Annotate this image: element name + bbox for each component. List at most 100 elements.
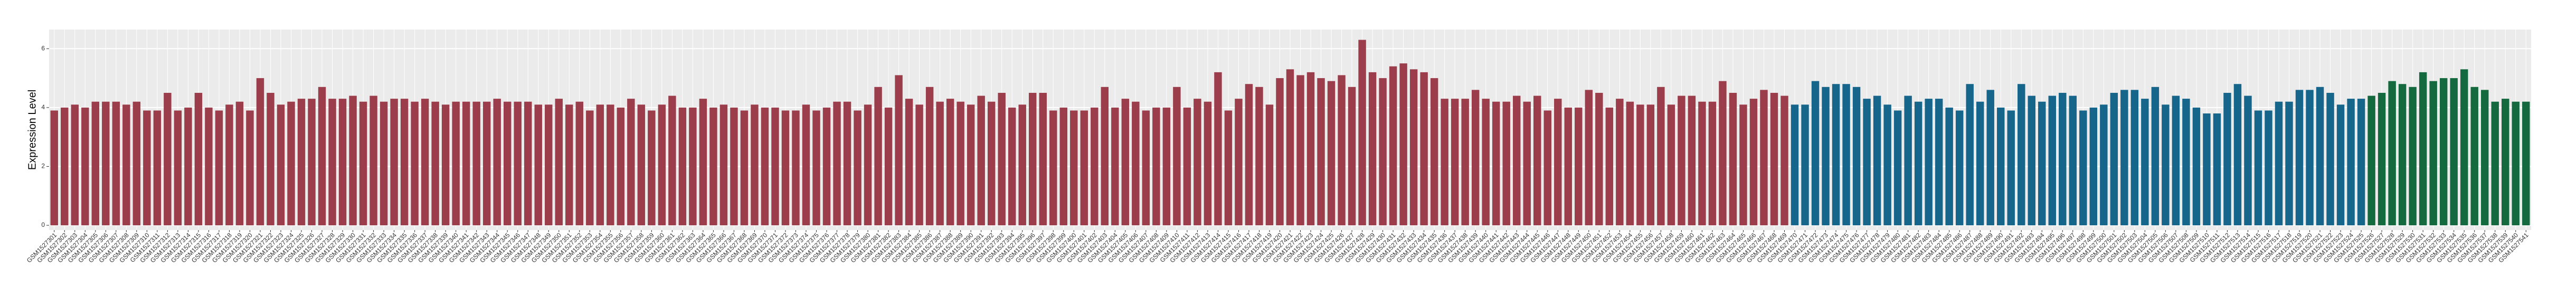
bar: [2439, 78, 2448, 226]
bar: [441, 104, 450, 226]
bar: [2182, 99, 2190, 226]
bar: [915, 104, 923, 226]
bar: [2172, 95, 2180, 226]
bar: [1729, 92, 1737, 226]
bar: [586, 110, 594, 226]
bar: [2059, 92, 2067, 226]
bar: [1389, 66, 1397, 226]
bar: [1152, 107, 1160, 226]
bar: [534, 104, 542, 226]
bar: [730, 107, 738, 226]
bar: [472, 101, 480, 226]
bar: [977, 95, 985, 226]
bar: [2213, 113, 2221, 226]
bar: [1235, 99, 1243, 226]
bar: [2100, 104, 2108, 226]
bar: [452, 101, 460, 226]
bar: [1616, 99, 1624, 226]
bar: [267, 92, 274, 226]
bar: [1801, 104, 1809, 226]
bar: [1719, 81, 1727, 226]
bar: [132, 101, 141, 226]
bar: [215, 110, 223, 226]
bar: [2470, 87, 2478, 226]
bar: [719, 104, 728, 226]
bar: [956, 101, 964, 226]
bar: [2460, 69, 2468, 226]
bar: [1791, 104, 1799, 226]
bar: [1904, 95, 1912, 226]
bar: [411, 101, 419, 226]
bar: [607, 104, 614, 226]
bar: [751, 104, 759, 226]
bar: [1955, 110, 1964, 226]
bar: [1224, 110, 1233, 226]
bar: [1564, 107, 1572, 226]
bar: [164, 92, 172, 226]
bar: [2275, 101, 2283, 226]
bar: [2223, 92, 2231, 226]
bar: [1451, 99, 1459, 226]
bar: [1893, 110, 1902, 226]
bar: [1091, 107, 1098, 226]
bar: [2367, 95, 2375, 226]
bar: [1008, 107, 1016, 226]
bar: [781, 110, 790, 226]
bar: [400, 99, 409, 226]
bar: [1327, 81, 1336, 226]
bar: [2265, 110, 2272, 226]
bar: [2018, 84, 2025, 226]
bar: [1925, 99, 1933, 226]
bar: [1760, 90, 1768, 226]
bar: [256, 78, 264, 226]
bar: [1605, 107, 1614, 226]
y-tick-label: 2: [41, 162, 45, 170]
bar: [328, 99, 336, 226]
bar: [1986, 90, 1994, 226]
bar: [2028, 95, 2035, 226]
bar: [1204, 101, 1212, 226]
bar: [2162, 104, 2170, 226]
bar: [1863, 99, 1871, 226]
bar: [1245, 84, 1253, 226]
y-axis-title: Expression Level: [26, 90, 38, 170]
bar: [2336, 104, 2345, 226]
bar: [1132, 101, 1140, 226]
bar: [1461, 99, 1469, 226]
bar: [1080, 110, 1088, 226]
bar: [998, 92, 1006, 226]
bar: [925, 87, 934, 226]
bar: [1554, 99, 1562, 226]
bar: [761, 107, 769, 226]
bar: [380, 101, 388, 226]
bar: [1708, 101, 1717, 226]
bar: [2450, 78, 2458, 226]
bar: [1636, 104, 1644, 226]
bar: [2522, 101, 2530, 226]
bar: [2512, 101, 2520, 226]
bar: [545, 104, 553, 226]
bar: [1513, 95, 1521, 226]
bar: [1059, 107, 1067, 226]
bar: [2254, 110, 2262, 226]
bar: [370, 95, 377, 226]
bar: [308, 99, 316, 226]
bar: [1502, 101, 1510, 226]
bar: [596, 104, 604, 226]
bar: [91, 101, 100, 226]
bar: [689, 107, 697, 226]
bar: [1811, 81, 1820, 226]
bar: [61, 107, 69, 226]
bar: [2048, 95, 2056, 226]
bar: [2285, 101, 2293, 226]
bar: [1832, 84, 1840, 226]
bar: [1667, 104, 1675, 226]
bar: [936, 101, 944, 226]
bar: [493, 99, 501, 226]
bar: [1276, 78, 1284, 226]
bar: [565, 104, 573, 226]
bar: [2089, 107, 2098, 226]
bar: [112, 101, 120, 226]
bar: [854, 110, 861, 226]
bar: [1585, 90, 1593, 226]
